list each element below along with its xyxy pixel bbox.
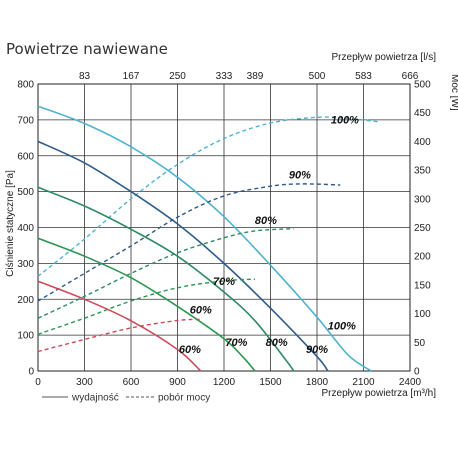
x-tick-label: 2400 [399,377,422,388]
pressure-line-label: 80% [266,337,288,349]
pressure-line [37,280,202,372]
x-tick-label: 1500 [259,377,282,388]
power-line [37,278,256,335]
y-tick-label: 200 [17,295,34,306]
y-tick-label: 800 [17,80,34,91]
y-tick-label: 0 [28,367,34,378]
x-top-tick-label: 167 [123,71,140,82]
x-axis-title: Przepływ powietrza [m³/h] [322,388,437,399]
x-top-tick-label: 83 [79,71,91,82]
pressure-line-label: 100% [328,321,356,333]
power-line-label: 80% [255,215,277,227]
power-line-label: 70% [213,276,235,288]
power-line [37,227,294,319]
legend-label: wydajność [71,393,119,404]
y-right-tick-label: 200 [414,252,431,263]
power-line [37,183,341,302]
x-tick-label: 1800 [306,377,329,388]
x-top-tick-label: 333 [216,71,233,82]
pressure-line [37,237,256,372]
y-tick-label: 300 [17,259,34,270]
y-right-tick-label: 350 [414,166,431,177]
y-axis-title: Ciśnienie statyczne [Pa] [5,170,16,277]
y-right-tick-label: 500 [414,80,431,91]
x-top-tick-label: 389 [247,71,264,82]
y-tick-label: 600 [17,151,34,162]
pressure-line-label: 60% [179,344,201,356]
x-tick-label: 600 [123,377,140,388]
x-top-tick-label: 666 [402,71,419,82]
y-right-tick-label: 300 [414,194,431,205]
pressure-line-label: 70% [225,337,247,349]
power-line [37,116,380,277]
y-tick-label: 100 [17,331,34,342]
y-right-tick-label: 50 [414,338,426,349]
x-top-tick-label: 583 [355,71,372,82]
chart-title: Powietrze nawiewane [6,40,168,58]
y-tick-label: 400 [17,223,34,234]
x-tick-label: 0 [35,377,41,388]
y-tick-label: 700 [17,115,34,126]
legend-label: pobór mocy [158,393,210,404]
pressure-line [37,105,372,372]
y-right-tick-label: 150 [414,280,431,291]
x-top-tick-label: 500 [309,71,326,82]
y-tick-label: 500 [17,187,34,198]
x-tick-label: 300 [76,377,93,388]
power-line-label: 60% [190,305,212,317]
x-tick-label: 2100 [352,377,375,388]
pressure-line-label: 90% [306,344,328,356]
pressure-line [37,140,329,372]
y-right-axis-title: Moc [W] [449,74,458,111]
x-tick-label: 1200 [213,377,236,388]
y-right-tick-label: 100 [414,309,431,320]
x-top-axis-title: Przepływ powietrza [l/s] [332,52,437,63]
y-right-tick-label: 0 [414,367,420,378]
y-right-tick-label: 400 [414,137,431,148]
y-right-tick-label: 250 [414,223,431,234]
y-right-tick-label: 450 [414,108,431,119]
power-line-label: 90% [289,170,311,182]
pressure-line [37,186,295,372]
x-top-tick-label: 250 [169,71,186,82]
x-tick-label: 900 [169,377,186,388]
power-line-label: 100% [331,114,359,126]
